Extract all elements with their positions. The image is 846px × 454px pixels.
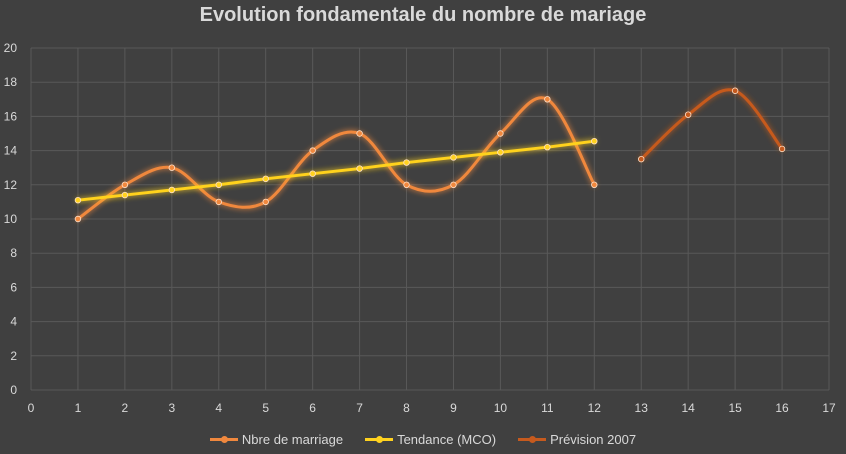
data-point [544, 143, 551, 151]
data-point [450, 154, 457, 161]
legend-swatch [518, 436, 547, 443]
data-point [215, 181, 222, 188]
data-point [309, 147, 316, 154]
y-tick-label: 20 [4, 41, 18, 55]
legend-item: Nbre de marriage [209, 432, 344, 447]
data-point [778, 145, 786, 153]
data-point [544, 96, 551, 103]
y-tick-label: 0 [10, 383, 17, 397]
y-tick-label: 18 [4, 75, 18, 89]
data-point [403, 181, 410, 188]
chart-title: Evolution fondamentale du nombre de mari… [199, 4, 647, 26]
legend-label: Tendance (MCO) [397, 432, 497, 447]
legend: Nbre de marriage Tendance (MCO) Prévision … [0, 432, 846, 447]
legend-item: Prévision 2007 [518, 432, 636, 447]
data-point [121, 181, 129, 188]
legend-swatch [209, 436, 238, 443]
legend-marker [376, 436, 384, 443]
data-point [168, 186, 176, 194]
legend-item: Tendance (MCO) [365, 432, 496, 447]
y-tick-label: 12 [4, 178, 18, 192]
legend-swatch [365, 436, 394, 443]
x-tick-label: 8 [403, 401, 410, 415]
x-tick-label: 3 [168, 401, 175, 415]
data-point [684, 111, 692, 118]
y-tick-label: 16 [4, 109, 18, 123]
y-tick-label: 4 [10, 315, 17, 329]
x-tick-label: 10 [494, 401, 508, 415]
x-tick-label: 13 [635, 401, 649, 415]
x-tick-label: 14 [681, 401, 695, 415]
x-tick-label: 17 [822, 401, 836, 415]
data-point [215, 198, 222, 206]
legend-marker [529, 436, 537, 443]
data-point [74, 215, 82, 223]
data-point [591, 181, 598, 188]
data-point [262, 198, 269, 206]
x-tick-label: 16 [775, 401, 789, 415]
series-line [76, 139, 596, 202]
y-tick-label: 2 [10, 349, 17, 363]
data-point [497, 149, 504, 156]
data-point [168, 164, 176, 171]
legend-marker [220, 436, 228, 443]
x-tick-label: 4 [215, 401, 222, 415]
data-point [356, 165, 363, 172]
data-point [591, 137, 598, 145]
x-tick-label: 2 [122, 401, 129, 415]
y-tick-label: 10 [4, 212, 18, 226]
y-tick-label: 6 [10, 280, 17, 294]
x-tick-label: 6 [309, 401, 316, 415]
data-point [638, 155, 645, 163]
data-point [309, 170, 316, 177]
x-tick-label: 1 [75, 401, 82, 415]
x-tick-label: 9 [450, 401, 457, 415]
data-point [450, 181, 457, 188]
data-point [356, 130, 363, 137]
x-tick-label: 15 [728, 401, 742, 415]
legend-label: Nbre de marriage [241, 432, 344, 447]
data-point [121, 191, 129, 199]
y-tick-label: 8 [10, 246, 17, 260]
data-point [74, 196, 82, 204]
x-tick-label: 0 [28, 401, 35, 415]
data-point [497, 130, 504, 137]
x-tick-label: 5 [262, 401, 269, 415]
series-lines [74, 87, 786, 223]
x-tick-label: 11 [541, 401, 554, 415]
gridlines [30, 47, 830, 391]
x-tick-label: 7 [356, 401, 363, 415]
data-point [403, 159, 410, 166]
y-tick-label: 14 [4, 144, 18, 158]
data-point [262, 175, 269, 183]
data-point [731, 87, 739, 94]
x-tick-label: 12 [588, 401, 602, 415]
series-line [639, 88, 784, 161]
legend-label: Prévision 2007 [550, 432, 637, 447]
